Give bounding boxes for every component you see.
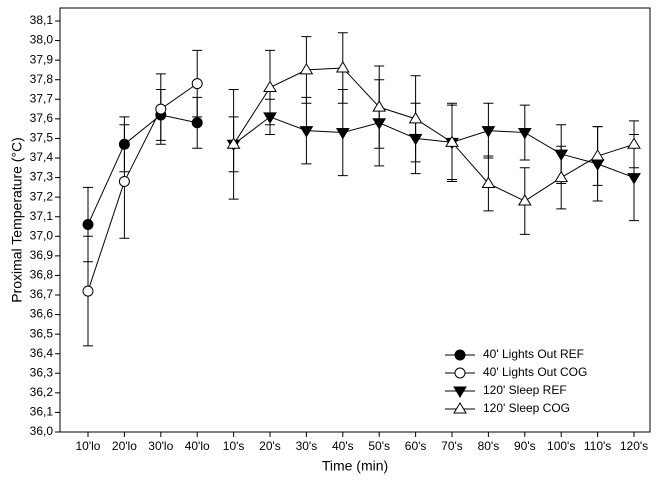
x-tick-label: 20's (259, 439, 281, 453)
data-point (82, 219, 94, 231)
x-tick-label: 10'lo (76, 439, 101, 453)
y-tick-label: 37,9 (30, 52, 54, 66)
legend-marker (453, 402, 467, 414)
x-tick-label: 80's (478, 439, 500, 453)
x-tick-label: 40'lo (185, 439, 210, 453)
data-point (590, 159, 605, 171)
data-point (335, 60, 350, 73)
x-tick-label: 110's (584, 439, 611, 453)
y-tick-label: 37,7 (30, 91, 54, 105)
data-point (299, 126, 314, 138)
series-line (87, 83, 198, 292)
data-point (299, 62, 314, 75)
data-point (335, 128, 350, 140)
x-axis-label: Time (min) (322, 458, 388, 474)
y-tick-label: 37,3 (30, 170, 54, 184)
legend-marker (454, 367, 466, 379)
y-tick-label: 36,3 (30, 365, 54, 379)
y-tick-label: 36,2 (30, 385, 54, 399)
data-point (408, 133, 423, 146)
data-point (118, 138, 130, 150)
y-tick-label: 37,8 (30, 72, 54, 86)
legend-marker (453, 386, 467, 398)
data-point (191, 117, 203, 129)
x-tick-label: 70's (441, 439, 463, 453)
y-tick-label: 36,6 (30, 307, 54, 321)
y-tick-label: 37,0 (30, 228, 54, 242)
data-point (554, 170, 569, 183)
x-tick-label: 50's (368, 439, 390, 453)
y-tick-label: 38,0 (30, 33, 54, 47)
x-tick-label: 30's (296, 439, 318, 453)
legend-marker (454, 349, 466, 361)
series-line (233, 67, 635, 202)
data-point (627, 137, 641, 149)
y-tick-label: 36,7 (30, 287, 54, 301)
x-tick-label: 40's (332, 439, 354, 453)
x-tick-label: 100's (547, 439, 575, 453)
x-tick-label: 30'lo (148, 439, 173, 453)
data-point (517, 128, 532, 140)
data-point (191, 78, 203, 90)
x-tick-label: 120's (620, 439, 648, 453)
data-point (118, 175, 130, 187)
data-point (155, 103, 167, 115)
y-tick-label: 36,8 (30, 268, 54, 282)
series-line (233, 116, 635, 179)
y-tick-label: 36,9 (30, 248, 54, 262)
data-point (226, 137, 241, 149)
data-point (590, 149, 605, 161)
y-tick-label: 38,1 (30, 13, 54, 27)
legend-label: 120' Sleep REF (483, 383, 567, 397)
data-point (408, 111, 423, 124)
y-tick-label: 36,1 (30, 405, 54, 419)
data-point (481, 126, 496, 138)
y-tick-label: 37,2 (30, 189, 54, 203)
legend-label: 120' Sleep COG (483, 401, 570, 415)
x-tick-label: 60's (405, 439, 427, 453)
y-tick-label: 37,1 (30, 209, 54, 223)
data-point (372, 118, 387, 130)
y-tick-label: 37,5 (30, 131, 54, 145)
data-point (554, 149, 569, 162)
data-point (517, 194, 532, 206)
data-point (445, 135, 459, 147)
data-point (481, 176, 496, 188)
data-point (82, 285, 94, 297)
y-tick-label: 36,0 (30, 424, 54, 438)
x-tick-label: 20'lo (112, 439, 137, 453)
y-tick-label: 36,4 (30, 346, 54, 360)
data-point (372, 100, 387, 112)
data-point (263, 80, 277, 93)
plot-frame (59, 7, 651, 433)
x-tick-label: 90's (514, 439, 536, 453)
series-line (87, 114, 198, 225)
legend-label: 40' Lights Out COG (483, 365, 587, 379)
data-point (263, 112, 277, 124)
y-tick-label: 37,4 (30, 150, 54, 164)
x-tick-label: 10's (223, 439, 245, 453)
y-tick-label: 36,5 (30, 326, 54, 340)
legend-label: 40' Lights Out REF (483, 347, 584, 361)
y-tick-label: 37,6 (30, 111, 54, 125)
data-point (627, 173, 641, 185)
y-axis-label: Proximal Temperature (°C) (9, 137, 25, 303)
